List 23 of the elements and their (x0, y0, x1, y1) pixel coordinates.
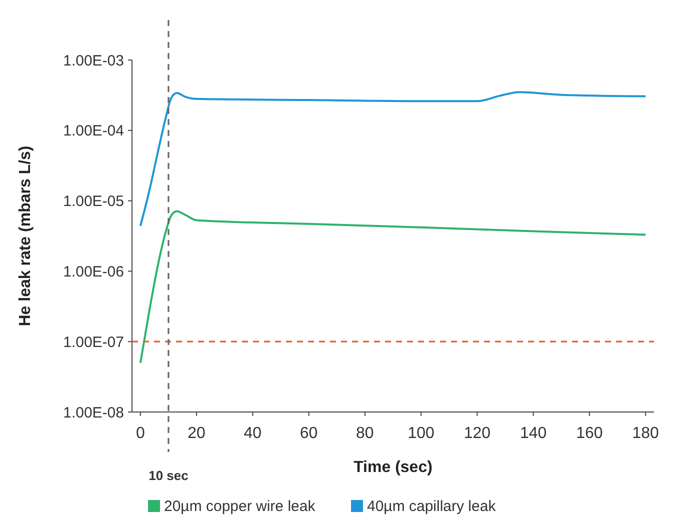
y-tick-label: 1.00E-04 (63, 122, 124, 140)
ref-line-label: 10 sec (148, 468, 188, 483)
y-tick-label: 1.00E-05 (63, 193, 124, 210)
x-tick-label: 160 (576, 425, 603, 442)
line-series (139, 210, 647, 364)
x-tick-label: 40 (244, 425, 262, 442)
legend-label: 20µm copper wire leak (164, 498, 316, 515)
x-tick-label: 180 (632, 425, 660, 442)
x-tick-label: 0 (136, 425, 145, 442)
x-axis-title: Time (sec) (354, 459, 432, 476)
line-series (139, 91, 647, 227)
y-axis-title: He leak rate (mbars L/s) (17, 146, 34, 326)
y-tick-label: 1.00E-03 (63, 52, 124, 70)
x-tick-label: 100 (408, 425, 435, 442)
legend-label: 40µm capillary leak (367, 498, 496, 515)
y-tick-label: 1.00E-08 (63, 404, 124, 422)
x-tick-label: 120 (464, 425, 491, 442)
x-tick-label: 140 (520, 425, 547, 442)
x-tick-label: 20 (188, 425, 206, 442)
y-tick-label: 1.00E-06 (63, 263, 124, 280)
x-tick-label: 60 (300, 425, 318, 442)
x-tick-label: 80 (356, 425, 374, 442)
y-tick-label: 1.00E-07 (63, 334, 124, 351)
